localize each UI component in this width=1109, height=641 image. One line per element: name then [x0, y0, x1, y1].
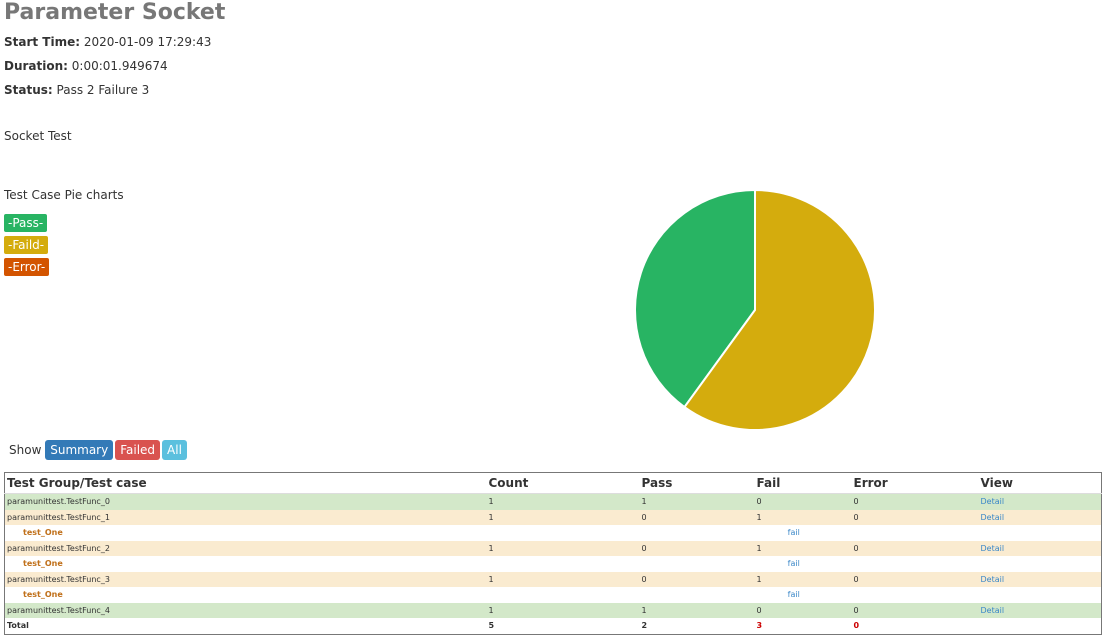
cell: fail [487, 525, 1102, 541]
cell: 1 [488, 497, 494, 507]
legend-entry: -Pass- [4, 214, 48, 232]
legend-entry: -Error- [4, 258, 50, 276]
cell: 1 [488, 605, 494, 615]
cell: 0 [756, 497, 762, 507]
cell: fail [487, 556, 1102, 572]
cell: 0 [641, 574, 647, 584]
total-row: Total 5 2 3 0 [5, 618, 1102, 634]
chart-title: Test Case Pie charts [4, 188, 124, 202]
cell: 1 [756, 512, 762, 522]
column-header: Test Group/Test case [7, 476, 147, 490]
cell: paramunittest.TestFunc_2 [7, 543, 110, 553]
legend-entry: -Faild- [4, 236, 49, 254]
class-row: paramunittest.TestFunc_0 1 1 0 0 Detail [4, 493, 1102, 510]
total-cell: 2 [641, 621, 648, 631]
pie-slice [634, 188, 756, 409]
cell: 0 [853, 512, 859, 522]
column-header: Fail [756, 476, 781, 490]
detail-link[interactable]: Detail [980, 497, 1005, 507]
class-row: paramunittest.TestFunc_3 1 0 1 0 Detail [4, 571, 1102, 588]
field-value: Pass 2 Failure 3 [56, 83, 150, 97]
detail-link[interactable]: Detail [980, 605, 1005, 615]
column-header: Pass [641, 476, 673, 490]
cell: 0 [756, 605, 762, 615]
class-row: paramunittest.TestFunc_4 1 1 0 0 Detail [4, 602, 1102, 619]
result-table: Test Group/Test case Count Pass Fail Error Vi… [4, 472, 1102, 635]
column-header: Error [853, 476, 888, 490]
filter-bar: Show Summary Failed All [9, 440, 189, 460]
class-row: paramunittest.TestFunc_1 1 0 1 0 Detail [4, 509, 1102, 526]
cell: Detail [979, 572, 1102, 588]
cell: 0 [853, 574, 859, 584]
cell: 0 [853, 497, 859, 507]
cell: paramunittest.TestFunc_1 [7, 512, 110, 522]
filter-label: Show [9, 443, 42, 457]
total-cell: Total [7, 621, 29, 631]
total-cell: 3 [756, 621, 763, 631]
cell: 1 [756, 574, 762, 584]
test-name: test_One [23, 528, 63, 538]
detail-link[interactable]: Detail [980, 512, 1005, 522]
status-link[interactable]: fail [787, 590, 800, 600]
report-title: Parameter Socket [4, 0, 226, 25]
test-row: test_One fail [5, 525, 1102, 541]
detail-link[interactable]: Detail [980, 574, 1005, 584]
cell: Detail [979, 494, 1102, 510]
column-header: View [980, 476, 1013, 490]
status-link[interactable]: fail [787, 528, 800, 538]
filter-button[interactable]: Summary [45, 440, 114, 460]
cell: 0 [641, 512, 647, 522]
field-label: Start Time: [4, 35, 81, 49]
cell: Detail [979, 510, 1102, 526]
detail-link[interactable]: Detail [980, 543, 1005, 553]
total-cell: 5 [488, 621, 495, 631]
filter-button[interactable]: All [162, 440, 187, 460]
description: Socket Test [4, 129, 72, 143]
cell: 1 [641, 605, 647, 615]
cell: 1 [488, 512, 494, 522]
field-value: 0:00:01.949674 [71, 59, 168, 73]
status-link[interactable]: fail [787, 559, 800, 569]
cell: paramunittest.TestFunc_3 [7, 574, 110, 584]
test-name: test_One [23, 590, 63, 600]
field-value: 2020-01-09 17:29:43 [83, 35, 212, 49]
test-row: test_One fail [5, 556, 1102, 572]
cell: Detail [979, 541, 1102, 557]
info-field: Status: Pass 2 Failure 3 [4, 83, 149, 97]
cell: 0 [641, 543, 647, 553]
filter-button[interactable]: Failed [115, 440, 161, 460]
cell: 1 [756, 543, 762, 553]
test-row: test_One fail [5, 587, 1102, 603]
cell: paramunittest.TestFunc_4 [7, 605, 110, 615]
cell: 1 [488, 543, 494, 553]
test-name: test_One [23, 559, 63, 569]
cell: Detail [979, 603, 1102, 619]
field-label: Duration: [4, 59, 68, 73]
class-row: paramunittest.TestFunc_2 1 0 1 0 Detail [4, 540, 1102, 557]
info-field: Start Time: 2020-01-09 17:29:43 [4, 35, 211, 49]
total-cell: 0 [853, 621, 860, 631]
field-label: Status: [4, 83, 53, 97]
cell: 0 [853, 605, 859, 615]
cell: 1 [488, 574, 494, 584]
cell: 1 [641, 497, 647, 507]
info-field: Duration: 0:00:01.949674 [4, 59, 168, 73]
column-header: Count [488, 476, 529, 490]
cell: fail [487, 587, 1102, 603]
cell: 0 [853, 543, 859, 553]
pie-slice [683, 188, 876, 431]
cell: paramunittest.TestFunc_0 [7, 497, 110, 507]
